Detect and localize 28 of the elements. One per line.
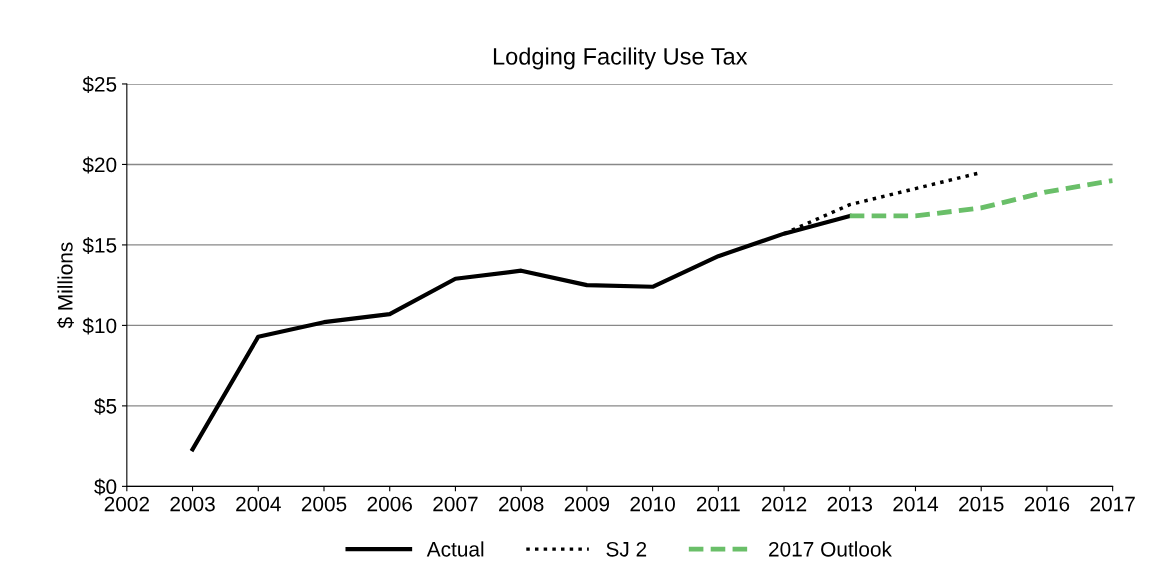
x-tick-label: 2015 <box>959 496 1004 512</box>
x-tick-label: 2016 <box>1024 496 1070 512</box>
x-tick-label: 2005 <box>301 496 347 512</box>
x-tick-label: 2004 <box>236 496 281 512</box>
x-tick-label: 2013 <box>827 496 873 512</box>
y-tick-label: $10 <box>82 317 117 335</box>
chart-title: Lodging Facility Use Tax <box>493 47 748 70</box>
x-tick-label: 2003 <box>170 496 215 512</box>
x-tick-label: 2014 <box>893 496 939 512</box>
y-axis-title: $ Millions <box>57 242 74 329</box>
y-tick-label: $15 <box>82 237 117 254</box>
x-tick-label: 2008 <box>499 496 544 512</box>
line-series <box>847 178 1113 219</box>
legend-label: Actual <box>426 541 484 557</box>
x-tick-label: 2010 <box>630 496 675 512</box>
x-tick-label: 2009 <box>564 496 610 512</box>
x-tick-label: 2012 <box>761 496 807 512</box>
legend-label: SJ 2 <box>606 541 647 557</box>
x-tick-label: 2002 <box>104 496 149 512</box>
legend-label: 2017 Outlook <box>769 541 892 557</box>
y-tick-label: $0 <box>94 478 117 496</box>
x-tick-label: 2011 <box>696 496 740 512</box>
y-tick-label: $25 <box>82 76 117 93</box>
x-tick-label: 2007 <box>433 496 478 512</box>
y-tick-label: $20 <box>82 156 117 174</box>
x-tick-label: 2006 <box>367 496 412 512</box>
y-tick-label: $5 <box>94 398 117 415</box>
x-tick-label: 2017 <box>1090 496 1135 512</box>
